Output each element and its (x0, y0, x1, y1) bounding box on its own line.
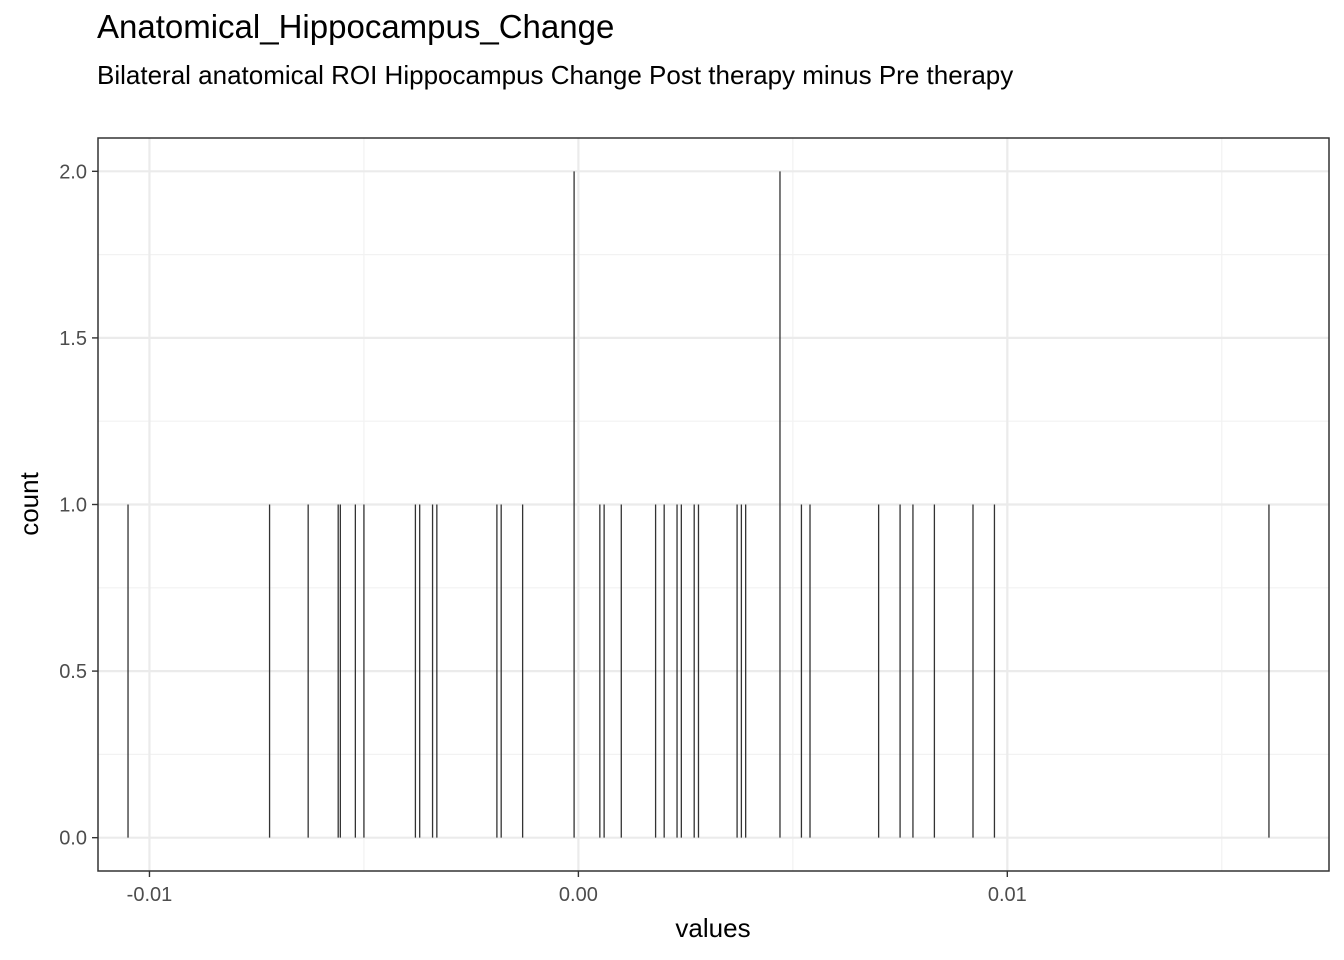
x-axis: -0.01 0.00 0.01 (127, 871, 1027, 906)
chart-title: Anatomical_Hippocampus_Change (97, 8, 615, 45)
x-tick-label: 0.00 (559, 884, 598, 906)
y-axis: 0.0 0.5 1.0 1.5 2.0 (59, 161, 98, 850)
x-axis-title: values (675, 913, 750, 943)
histogram-bars (127, 171, 1270, 838)
y-tick-label: 1.5 (59, 328, 87, 350)
y-tick-label: 0.0 (59, 828, 87, 850)
x-tick-label: 0.01 (988, 884, 1027, 906)
y-axis-title: count (14, 471, 44, 535)
major-gridlines (98, 138, 1329, 871)
y-tick-label: 1.0 (59, 495, 87, 517)
x-tick-label: -0.01 (127, 884, 173, 906)
chart-subtitle: Bilateral anatomical ROI Hippocampus Cha… (97, 60, 1014, 90)
y-tick-label: 0.5 (59, 661, 87, 683)
y-tick-label: 2.0 (59, 161, 87, 183)
